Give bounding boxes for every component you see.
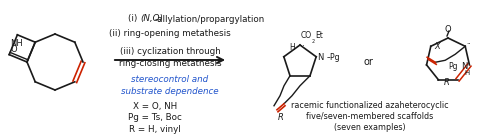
Text: CO: CO	[301, 31, 312, 40]
Text: racemic functionalized azaheterocyclic: racemic functionalized azaheterocyclic	[291, 100, 449, 109]
Text: H: H	[465, 70, 470, 76]
Text: X = O, NH: X = O, NH	[133, 103, 177, 112]
Text: R: R	[278, 113, 284, 122]
Text: 2: 2	[312, 39, 315, 44]
Text: Pg = Ts, Boc: Pg = Ts, Boc	[128, 113, 182, 123]
Text: R = H, vinyl: R = H, vinyl	[129, 124, 181, 133]
Text: ··: ··	[466, 41, 470, 47]
Text: substrate dependence: substrate dependence	[121, 87, 219, 95]
Text: (N,O): (N,O)	[140, 14, 163, 23]
Text: (i): (i)	[128, 14, 140, 23]
Text: R: R	[444, 78, 450, 87]
Text: or: or	[363, 57, 373, 67]
Text: (iii) cyclization through: (iii) cyclization through	[120, 47, 220, 56]
Text: Pg: Pg	[448, 62, 458, 71]
Text: five/seven-membered scaffolds: five/seven-membered scaffolds	[306, 112, 434, 120]
Text: N: N	[461, 62, 468, 71]
Text: O: O	[10, 45, 17, 54]
Text: (ii) ring-opening metathesis: (ii) ring-opening metathesis	[109, 29, 231, 38]
Text: O: O	[444, 25, 452, 34]
Text: –Pg: –Pg	[326, 53, 340, 62]
Text: -allylation/propargylation: -allylation/propargylation	[155, 14, 265, 23]
Text: N: N	[317, 53, 324, 62]
Text: (seven examples): (seven examples)	[334, 123, 406, 132]
Text: NH: NH	[10, 39, 23, 48]
Text: ring-closing metathesis: ring-closing metathesis	[118, 59, 222, 67]
Text: X: X	[435, 42, 440, 51]
Text: Et: Et	[315, 31, 323, 40]
Text: ···: ···	[298, 43, 305, 49]
Text: H: H	[289, 43, 295, 52]
Text: stereocontrol and: stereocontrol and	[132, 75, 208, 84]
